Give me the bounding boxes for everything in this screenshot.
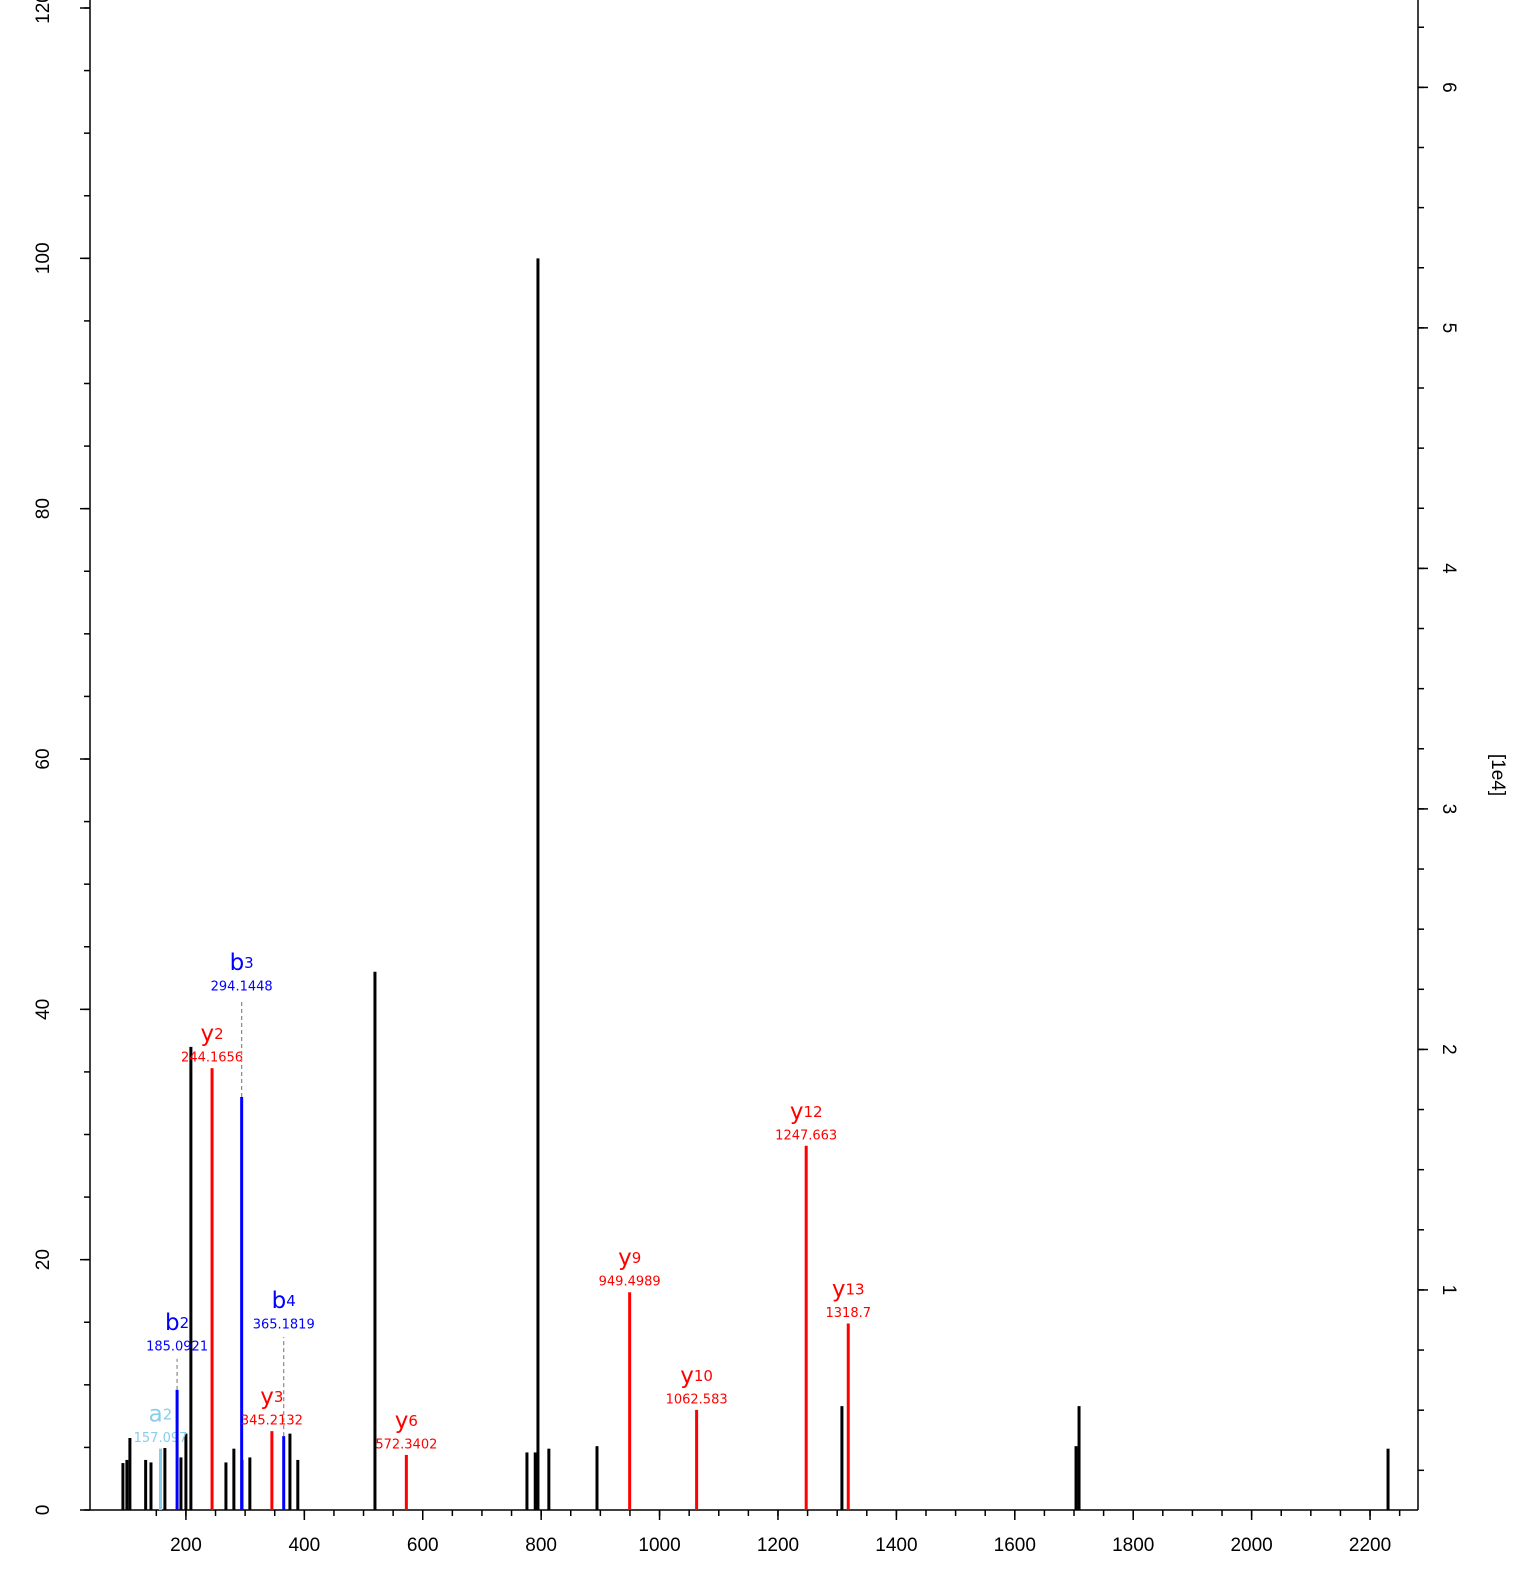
mz-label: 1247.663: [775, 1128, 837, 1143]
ion-index: 4: [286, 1292, 296, 1310]
x-tick-label: 1200: [757, 1535, 799, 1556]
ion-type: b: [272, 1288, 287, 1314]
ion-type: y: [395, 1407, 409, 1433]
x-tick-label: 1600: [994, 1535, 1036, 1556]
ion-index: 3: [244, 953, 254, 971]
ion-index: 9: [632, 1249, 642, 1267]
x-tick-label: 600: [407, 1535, 439, 1556]
ion-type: y: [790, 1098, 804, 1124]
ion-index: 10: [694, 1366, 713, 1384]
ion-type: y: [680, 1362, 694, 1388]
ion-label: b2: [165, 1309, 189, 1335]
y2-tick-label: 2: [1438, 1044, 1459, 1055]
ion-type: y: [832, 1276, 846, 1302]
ion-index: 6: [408, 1411, 418, 1429]
mz-label: 157.097: [134, 1431, 188, 1446]
ion-type: y: [618, 1245, 632, 1271]
x-tick-label: 800: [525, 1535, 557, 1556]
mz-label: 1318.7: [826, 1306, 872, 1321]
ion-label: b3: [230, 949, 254, 975]
ion-type: y: [260, 1384, 274, 1410]
y2-tick-label: 1: [1438, 1285, 1459, 1296]
ion-index: 13: [846, 1280, 865, 1298]
y-tick-label: 80: [33, 498, 54, 519]
x-tick-label: 200: [170, 1535, 202, 1556]
y2-axis-label: [1e4]: [1487, 754, 1508, 796]
y2-tick-label: 5: [1438, 323, 1459, 334]
ion-index: 2: [163, 1405, 173, 1423]
ion-label: y10: [680, 1362, 713, 1388]
x-tick-label: 2000: [1230, 1535, 1272, 1556]
mz-label: 949.4989: [599, 1275, 661, 1290]
y-tick-label: 120: [33, 0, 54, 24]
ion-label: y13: [832, 1276, 865, 1302]
x-tick-label: 1800: [1112, 1535, 1154, 1556]
ion-label: y12: [790, 1098, 823, 1124]
y2-tick-label: 4: [1438, 563, 1459, 574]
mz-label: 185.0921: [146, 1339, 208, 1354]
y-tick-label: 100: [33, 242, 54, 274]
x-tick-label: 1400: [875, 1535, 917, 1556]
ion-label: b4: [272, 1288, 296, 1314]
x-tick-label: 400: [288, 1535, 320, 1556]
ion-type: y: [200, 1021, 214, 1047]
ion-type: a: [149, 1401, 163, 1427]
mz-label: 365.1819: [253, 1318, 315, 1333]
x-tick-label: 1000: [638, 1535, 680, 1556]
ion-type: b: [230, 949, 245, 975]
y2-tick-label: 6: [1438, 82, 1459, 93]
mz-label: 1062.583: [666, 1392, 728, 1407]
ion-index: 2: [180, 1313, 190, 1331]
ion-label: y3: [260, 1384, 283, 1410]
y-tick-label: 60: [33, 748, 54, 769]
mz-label: 572.3402: [375, 1437, 437, 1452]
ion-label: a2: [149, 1401, 173, 1427]
y2-tick-label: 3: [1438, 804, 1459, 815]
mz-label: 244.1656: [181, 1051, 243, 1066]
ion-type: b: [165, 1309, 180, 1335]
ion-label: y2: [200, 1021, 223, 1047]
y-tick-label: 40: [33, 999, 54, 1020]
mz-label: 345.2132: [241, 1414, 303, 1429]
ion-label: y6: [395, 1407, 418, 1433]
ion-index: 3: [274, 1388, 284, 1406]
ion-index: 2: [214, 1025, 224, 1043]
y-tick-label: 0: [33, 1505, 54, 1516]
ion-label: y9: [618, 1245, 641, 1271]
x-tick-label: 2200: [1349, 1535, 1391, 1556]
y-tick-label: 20: [33, 1249, 54, 1270]
ion-index: 12: [803, 1102, 822, 1120]
mz-label: 294.1448: [211, 979, 273, 994]
